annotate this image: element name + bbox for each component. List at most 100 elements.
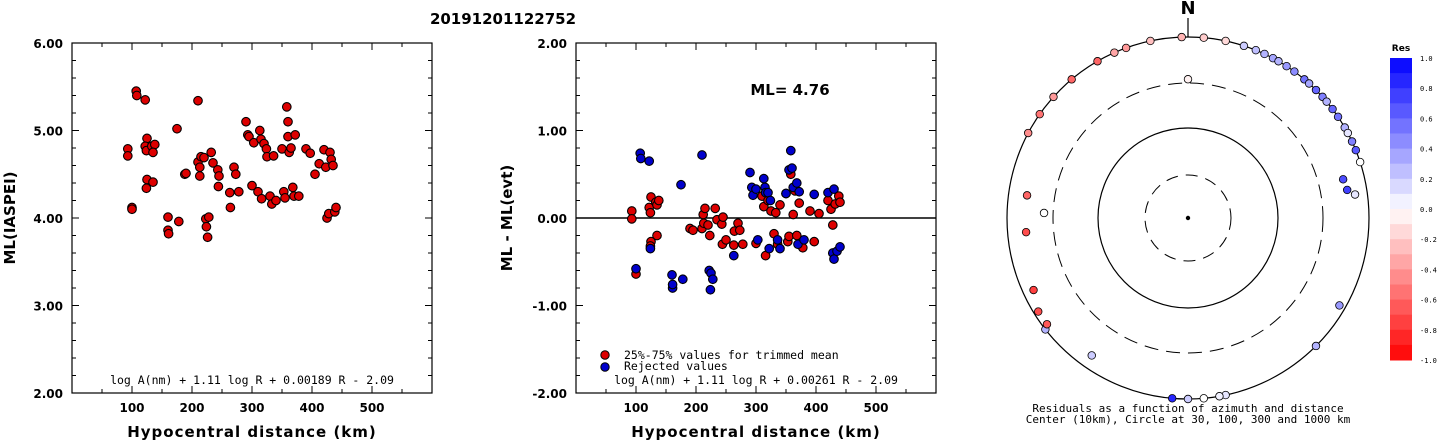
data-point [787,163,797,173]
data-point [194,162,205,173]
data-point [172,123,182,134]
plot1-points [122,86,341,243]
data-point [667,279,678,290]
plot1-formula: log A(nm) + 1.11 log R + 0.00189 R - 2.0… [110,373,394,387]
plot1-tick-labels: 100 200 300 400 500 2.00 3.00 4.00 5.00 6.00 [33,37,384,415]
station-point [1199,33,1208,42]
data-point [141,183,152,194]
station-point [1343,128,1353,138]
data-point [148,147,158,158]
data-point [331,202,341,213]
data-point [835,197,845,208]
polar-caption-1: Residuals as a function of azimuth and d… [1032,402,1343,415]
colorbar-cell [1390,178,1412,195]
polar-points [1021,32,1365,404]
data-point [653,195,664,206]
data-point [758,173,769,184]
colorbar-cell [1390,73,1412,89]
plot1-frame [71,42,433,394]
data-point [734,225,745,236]
data-point [280,193,290,203]
azimuth-residual-plot: N Residuals as a function of azimuth and… [1006,0,1370,426]
data-point [645,243,656,254]
data-point [745,167,755,178]
y-tick-label: 0.00 [537,212,567,226]
station-point [1282,62,1291,71]
x-tick-label: 300 [239,401,264,415]
data-point [631,263,641,274]
data-point [283,116,293,127]
plot1-xlabel: Hypocentral distance (km) [127,423,377,441]
polar-caption-2: Center (10km), Circle at 30, 100, 300 an… [1026,413,1351,426]
data-point [208,158,218,168]
data-point [225,202,236,213]
data-point [203,212,214,222]
data-point [829,254,839,264]
data-point [241,116,251,127]
data-point [254,125,265,136]
station-point [1183,394,1193,404]
data-point [772,235,783,245]
colorbar-cell [1390,133,1412,150]
data-point [667,270,677,280]
colorbar-cell [1390,329,1412,346]
x-tick-label: 500 [863,401,888,415]
data-point [677,274,688,285]
x-tick-label: 100 [623,401,648,415]
data-point [261,144,272,154]
data-point [781,188,791,199]
x-tick-label: 400 [299,401,324,415]
residual-colorbar: Res 1.0 0.8 0.6 0.4 0.2 0.0 -0.2 -0.4 -0.6 -0.8 -1… [1390,44,1437,365]
colorbar-tick-label: 0.2 [1420,176,1433,184]
data-point [194,171,205,181]
data-point [737,239,748,250]
data-point [827,220,838,230]
data-point [163,212,173,222]
station-point [1304,79,1314,88]
data-point [163,228,174,239]
plot2-points [626,145,845,295]
data-point [703,220,713,230]
colorbar-cell [1390,58,1412,74]
data-point [131,90,142,101]
figure-title: 20191201122752 [430,10,576,28]
station-point [1023,128,1033,138]
x-tick-label: 400 [803,401,828,415]
data-point [652,230,662,241]
plot2-xlabel: Hypocentral distance (km) [631,423,881,441]
y-tick-label: 5.00 [33,125,63,139]
colorbar-tick-label: -0.6 [1420,297,1437,305]
data-point [290,130,301,140]
data-point [281,102,292,112]
data-point [809,236,820,247]
y-tick-label: 4.00 [33,212,63,226]
colorbar-tick-label: -0.4 [1420,266,1437,274]
data-point [206,147,217,158]
station-point [1338,175,1348,184]
station-point [1239,41,1249,51]
data-point [688,225,698,236]
colorbar-cell [1390,103,1412,119]
colorbar-cell [1390,148,1412,165]
ml-annotation: ML= 4.76 [750,81,829,99]
data-point [233,186,244,197]
colorbar-tick-label: 1.0 [1420,55,1433,63]
data-point [700,203,710,214]
circle-100km [1097,127,1279,309]
colorbar-cell [1390,193,1412,210]
data-point [829,184,839,194]
station-point [1146,36,1155,46]
station-point [1260,49,1269,59]
data-point [752,235,763,245]
data-point [764,243,775,254]
station-point [1183,75,1193,84]
y-tick-label: 6.00 [33,37,63,51]
data-point [728,250,739,261]
y-tick-label: 2.00 [33,387,63,401]
y-tick-label: -2.00 [532,387,567,401]
station-point [1039,208,1049,218]
data-point [728,240,739,250]
north-label: N [1180,0,1195,19]
colorbar-cells [1390,58,1412,361]
data-point [199,152,209,163]
